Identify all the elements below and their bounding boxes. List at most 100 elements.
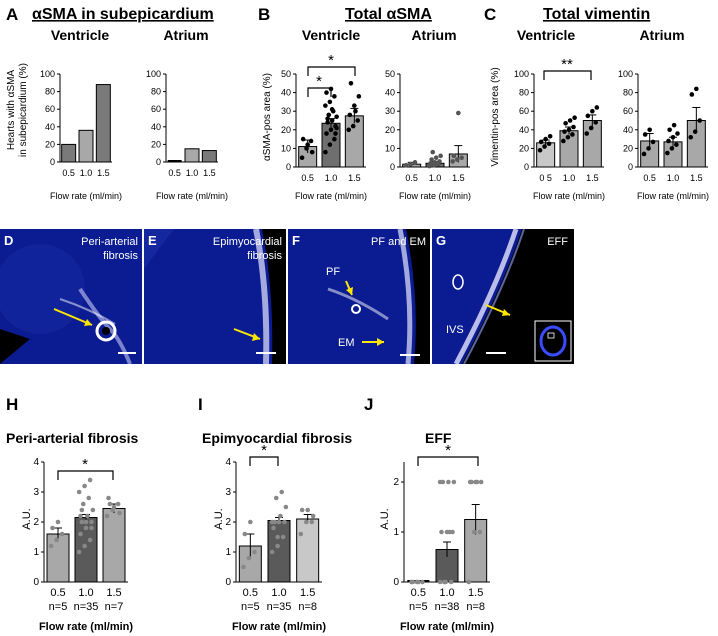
data-point	[416, 579, 421, 585]
data-point	[353, 108, 358, 114]
y-tick-label: 80	[151, 87, 161, 97]
data-point	[78, 531, 83, 537]
data-point	[85, 513, 90, 519]
sig-bracket-i	[249, 456, 279, 466]
y-tick-label: 0	[33, 577, 39, 588]
data-point	[273, 495, 279, 501]
panel-c-atrium-heading: Atrium	[639, 27, 684, 43]
panel-letter-c: C	[484, 5, 496, 24]
data-point	[326, 112, 332, 118]
chart-b-atrium: 0 10 20 30 40 50 0.5 1.0 1.5 Flow rate (ml/min)	[385, 69, 471, 201]
sig-star-c-05-15: **	[561, 56, 573, 73]
x-axis-label: Flow rate (ml/min)	[232, 621, 326, 633]
chart-c-ventricle: 0 20 40 60 80 100 0 5 1.0 1.5 Flow rate (ml/min)	[514, 69, 605, 201]
y-tick-label: 0	[524, 162, 529, 172]
y-tick-label: 60	[151, 104, 161, 114]
data-point	[350, 123, 356, 129]
data-point	[412, 160, 418, 165]
x-tick-label-2: 1.5	[203, 168, 216, 178]
panel-letter-j: J	[364, 395, 373, 414]
x-tick-label-0: 0.5	[168, 168, 181, 178]
y-tick-label: 0	[225, 577, 231, 588]
data-point	[329, 107, 335, 112]
y-tick-label: 1	[33, 547, 39, 558]
x-tick-label-1: 1.0	[80, 168, 93, 178]
x-axis-label: Flow rate (ml/min)	[50, 191, 122, 201]
data-point	[477, 529, 483, 535]
data-point	[276, 519, 282, 525]
micrograph-e: E Epimyocardial fibrosis	[144, 229, 286, 364]
data-point	[667, 127, 672, 133]
y-tick-label: 2	[33, 517, 39, 528]
data-point	[570, 132, 575, 137]
x-tick-label-2: 1.5	[348, 173, 361, 183]
data-point	[446, 479, 451, 485]
data-point	[562, 129, 567, 134]
data-point	[299, 155, 305, 160]
sig-bracket-h	[57, 470, 114, 480]
data-point	[478, 479, 484, 485]
data-point	[298, 531, 304, 537]
x-tick-label-0: 0.5	[643, 173, 656, 183]
data-point	[447, 529, 453, 535]
data-point	[546, 141, 552, 147]
panel-f-tag-pf: PF	[326, 266, 340, 278]
y-tick-label: 40	[281, 88, 291, 98]
y-tick-label: 0	[50, 157, 55, 167]
data-point	[246, 555, 252, 561]
data-point	[572, 115, 577, 121]
data-point	[427, 162, 432, 168]
panel-h-title: Peri-arterial fibrosis	[6, 430, 138, 446]
data-point	[441, 579, 447, 585]
data-point	[594, 105, 600, 110]
data-point	[433, 155, 439, 160]
micrograph-e-image: E Epimyocardial fibrosis	[144, 229, 286, 364]
data-point	[694, 86, 699, 92]
data-point	[248, 519, 253, 525]
data-point	[327, 142, 333, 147]
x-tick-label-0: 0.5	[243, 587, 258, 599]
data-point	[454, 157, 460, 162]
data-point	[434, 160, 440, 166]
x-tick-label-2: 1.5	[586, 173, 599, 183]
sig-star-b-05-15: *	[328, 52, 334, 69]
data-point	[567, 118, 573, 123]
data-point	[300, 136, 306, 142]
data-point	[323, 103, 328, 108]
y-tick-label: 30	[281, 106, 291, 116]
y-tick-label: 20	[281, 125, 291, 135]
y-tick-label: 20	[385, 125, 395, 135]
data-point	[107, 501, 113, 507]
y-tick-label: 0	[628, 162, 633, 172]
sig-star-j: *	[445, 442, 451, 459]
data-point	[665, 150, 670, 156]
sig-bracket-b-05-15	[307, 66, 356, 76]
data-point	[242, 531, 248, 537]
data-point	[542, 144, 547, 149]
x-tick-label-1: 1.0	[667, 173, 680, 183]
data-point	[437, 579, 443, 585]
x-tick-label-1: 1.0	[325, 173, 338, 183]
y-tick-label: 60	[45, 104, 55, 114]
data-point	[456, 110, 461, 116]
data-point	[55, 519, 61, 525]
chart-b-ventricle: 0 10 20 30 40 50 0.5 1.0 1.5 Flow rate (ml/min)	[281, 69, 367, 201]
y-tick-label: 100	[514, 69, 529, 79]
data-point	[471, 529, 477, 535]
data-point	[593, 120, 599, 125]
y-tick-label: 3	[225, 487, 231, 498]
panel-a-ventricle-heading: Ventricle	[51, 27, 110, 43]
data-point	[328, 127, 334, 133]
data-point	[117, 510, 122, 516]
chart-i: 0 1 2 3 4 0.5 n=5 1.0 n=35 1.5 n=8 Flow rate (ml/mi…	[225, 457, 326, 633]
x-axis-label: Flow rate (ml/min)	[39, 621, 133, 633]
data-point	[571, 124, 576, 130]
y-tick-label: 40	[519, 125, 529, 135]
sig-bracket-b-05-10	[307, 87, 332, 97]
data-point	[410, 579, 416, 585]
panel-letter-f: F	[292, 233, 300, 248]
data-point	[78, 513, 83, 519]
y-tick-label: 80	[623, 88, 633, 98]
y-tick-label: 1	[393, 527, 399, 538]
data-point	[309, 149, 315, 155]
